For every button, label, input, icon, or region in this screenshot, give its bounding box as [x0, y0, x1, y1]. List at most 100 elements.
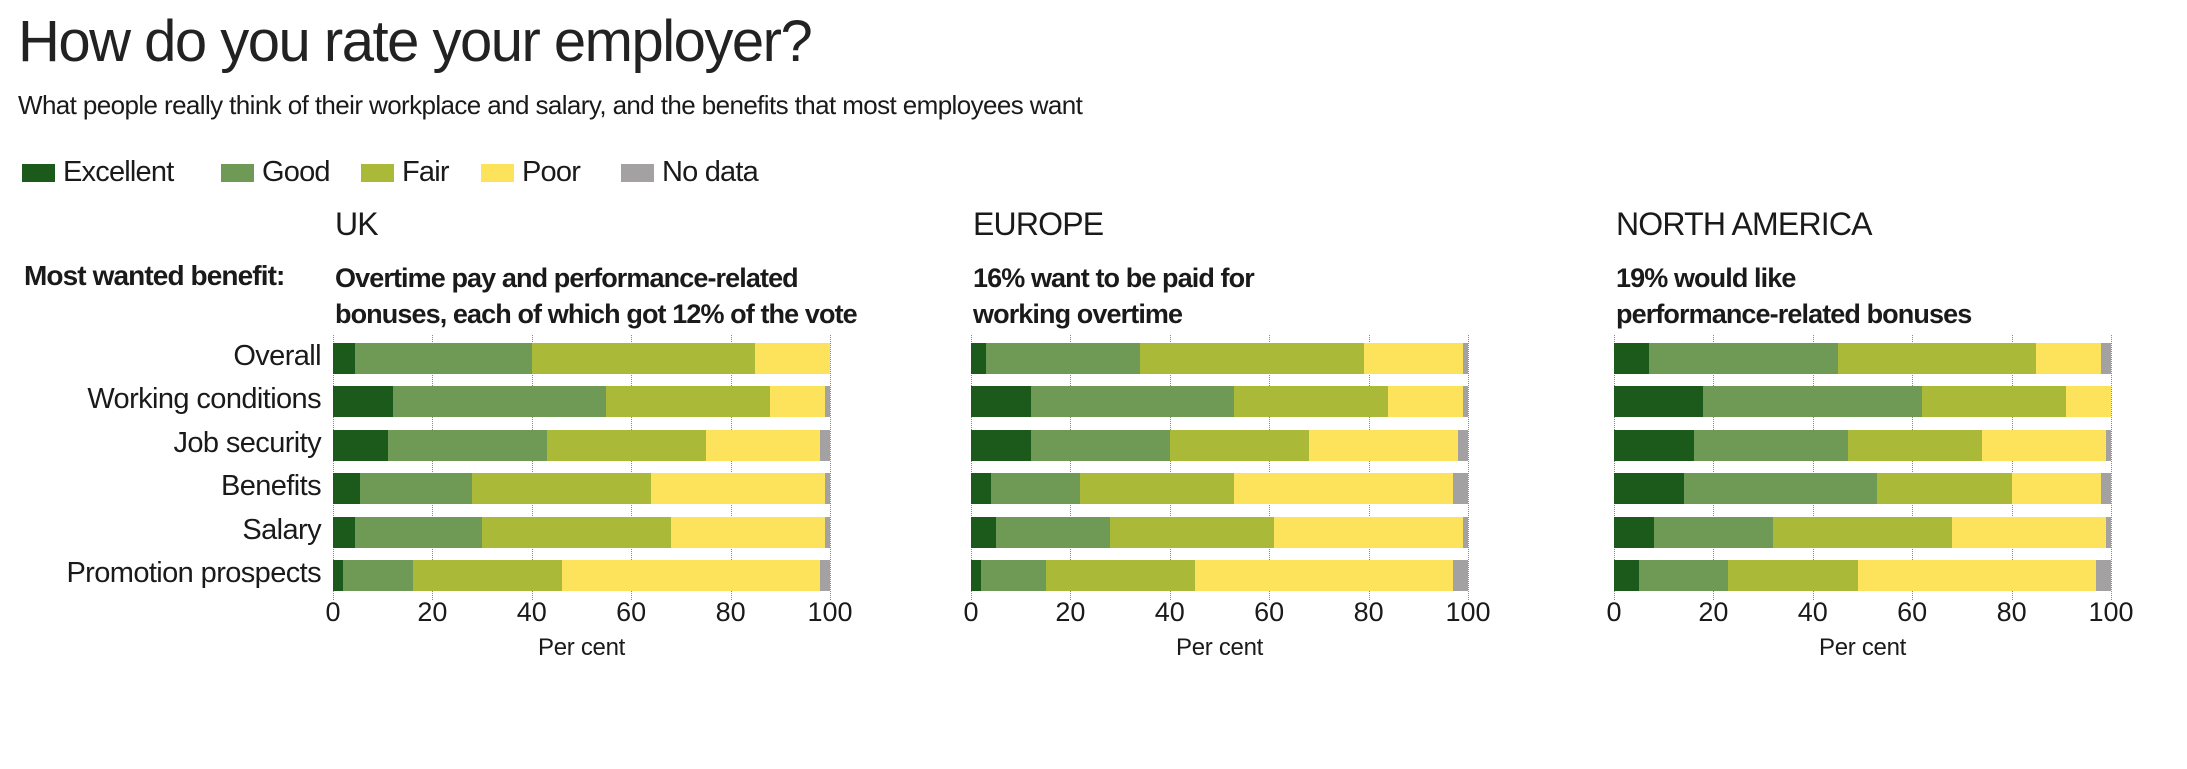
- bar-segment-poor: [2036, 343, 2102, 374]
- bar-segment-no-data: [820, 430, 830, 461]
- legend-item: No data: [621, 156, 759, 189]
- legend-item: Poor: [481, 156, 581, 189]
- category-label: Salary: [242, 514, 321, 546]
- bar-segment-good: [355, 517, 483, 548]
- gridline: [1912, 335, 1914, 600]
- bar-segment-no-data: [1463, 386, 1468, 417]
- benefit-line: bonuses, each of which got 12% of the vo…: [335, 299, 858, 329]
- bar-segment-poor: [1857, 560, 2097, 591]
- bar-segment-fair: [1045, 560, 1195, 591]
- bar-segment-fair: [546, 430, 706, 461]
- bar-segment-poor: [755, 343, 830, 374]
- x-axis-label: Per cent: [1176, 634, 1263, 661]
- bar-segment-no-data: [2106, 517, 2111, 548]
- bar-segment-good: [1653, 517, 1774, 548]
- bar-segment-poor: [2066, 386, 2111, 417]
- gridline: [1368, 335, 1370, 600]
- bar-segment-excellent: [971, 386, 1031, 417]
- bar-segment-good: [1693, 430, 1848, 461]
- x-axis-label: Per cent: [1819, 634, 1906, 661]
- gridline: [432, 335, 434, 600]
- bar-segment-fair: [1110, 517, 1275, 548]
- x-tick-label: 80: [1353, 597, 1384, 627]
- bar-segment-no-data: [2101, 343, 2111, 374]
- x-tick-label: 20: [1698, 597, 1729, 627]
- x-axis-label: Per cent: [538, 634, 625, 661]
- bar-segment-excellent: [1614, 473, 1684, 504]
- bar-segment-excellent: [971, 430, 1031, 461]
- bar-segment-fair: [1080, 473, 1235, 504]
- bar-segment-excellent: [971, 473, 991, 504]
- bar-segment-fair: [1728, 560, 1858, 591]
- bar-segment-poor: [651, 473, 826, 504]
- bar-segment-fair: [1234, 386, 1389, 417]
- bar-segment-good: [392, 386, 607, 417]
- benefit-line: Overtime pay and performance-related: [335, 263, 799, 293]
- bar-segment-good: [990, 473, 1081, 504]
- x-tick-label: 100: [807, 597, 853, 627]
- bar-segment-fair: [412, 560, 562, 591]
- gridline: [730, 335, 732, 600]
- bar-segment-no-data: [825, 473, 830, 504]
- bar-segment-good: [980, 560, 1046, 591]
- bar-segment-excellent: [333, 430, 388, 461]
- benefit-text: Overtime pay and performance-related bonu…: [335, 260, 858, 332]
- legend-label: Excellent: [63, 156, 174, 188]
- bar-segment-poor: [770, 386, 826, 417]
- benefit-text: 16% want to be paid for working overtime: [973, 260, 1255, 332]
- bar-segment-excellent: [333, 517, 356, 548]
- benefit-line: working overtime: [973, 299, 1183, 329]
- legend-swatch: [22, 163, 55, 182]
- x-tick-label: 100: [1445, 597, 1491, 627]
- bar-segment-excellent: [333, 560, 343, 591]
- bar-segment-poor: [1274, 517, 1464, 548]
- bar-segment-poor: [1194, 560, 1454, 591]
- bar-segment-fair: [1773, 517, 1952, 548]
- gridline: [1070, 335, 1072, 600]
- bar-segment-poor: [1363, 343, 1464, 374]
- bar-segment-good: [1648, 343, 1838, 374]
- gridline: [333, 335, 334, 600]
- region-title: UK: [335, 206, 379, 242]
- bar-segment-poor: [1308, 430, 1459, 461]
- legend-label: Good: [262, 156, 331, 188]
- legend-item: Excellent: [22, 156, 174, 189]
- bar-segment-good: [1703, 386, 1923, 417]
- gridline: [2111, 335, 2112, 600]
- category-label: Job security: [173, 427, 321, 459]
- bar-segment-good: [1638, 560, 1729, 591]
- bar-segment-fair: [1837, 343, 2037, 374]
- bar-segment-poor: [705, 430, 821, 461]
- bar-segment-excellent: [1614, 517, 1654, 548]
- legend-swatch: [621, 163, 654, 182]
- bar-segment-fair: [531, 343, 756, 374]
- bar-segment-excellent: [971, 343, 986, 374]
- bar-segment-good: [355, 343, 532, 374]
- benefit-line: 19% would like: [1616, 263, 1796, 293]
- gridline: [1269, 335, 1271, 600]
- x-tick-label: 40: [516, 597, 547, 627]
- bar-segment-no-data: [820, 560, 830, 591]
- gridline: [830, 335, 831, 600]
- legend-swatch: [361, 163, 394, 182]
- x-tick-label: 0: [325, 597, 341, 627]
- bar-segment-no-data: [1453, 473, 1468, 504]
- x-tick-label: 60: [1254, 597, 1285, 627]
- bar-segment-no-data: [1453, 560, 1468, 591]
- bar-segment-good: [360, 473, 473, 504]
- bar-segment-no-data: [2101, 473, 2111, 504]
- bar-segment-poor: [1951, 517, 2107, 548]
- gridline: [2011, 335, 2013, 600]
- benefit-line: 16% want to be paid for: [973, 263, 1255, 293]
- category-label: Benefits: [221, 470, 322, 502]
- bar-segment-excellent: [1614, 430, 1694, 461]
- bar-segment-fair: [606, 386, 771, 417]
- category-label: Overall: [233, 340, 321, 372]
- bar-segment-good: [995, 517, 1111, 548]
- category-label: Promotion prospects: [66, 557, 321, 589]
- region-title: NORTH AMERICA: [1616, 206, 1873, 242]
- bar-segment-fair: [1169, 430, 1309, 461]
- bar-segment-good: [1030, 386, 1235, 417]
- most-wanted-label: Most wanted benefit:: [24, 260, 285, 291]
